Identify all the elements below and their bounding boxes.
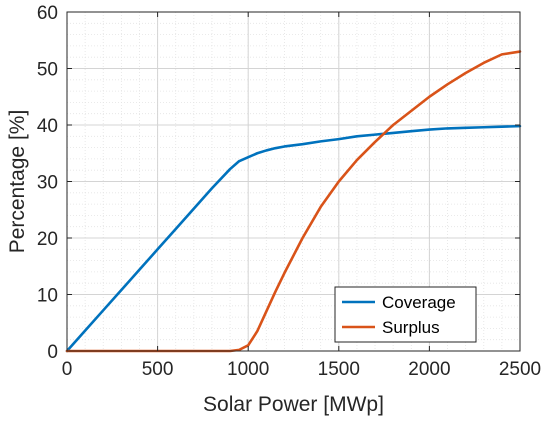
legend-label-coverage: Coverage <box>382 293 456 312</box>
x-tick-label: 2000 <box>408 359 450 380</box>
y-tick-label: 0 <box>47 342 58 363</box>
series-line-coverage <box>65 124 522 353</box>
y-axis-label: Percentage [%] <box>6 110 29 254</box>
ticks-layer <box>66 11 521 352</box>
y-tick-label: 40 <box>37 116 58 137</box>
tick-labels: 0 500 1000 1500 2000 2500 0 10 20 30 40 50 60 <box>37 3 541 380</box>
x-tick-label: 1000 <box>227 359 269 380</box>
y-tick-label: 50 <box>37 60 58 81</box>
x-tick-label: 500 <box>142 359 174 380</box>
legend-items: Coverage Surplus <box>342 293 456 337</box>
x-axis-label: Solar Power [MWp] <box>203 393 384 416</box>
x-tick-label: 2500 <box>499 359 541 380</box>
y-tick-label: 60 <box>37 3 58 24</box>
legend-box <box>334 286 477 343</box>
x-tick-label: 1500 <box>318 359 360 380</box>
y-tick-label: 20 <box>37 229 58 250</box>
legend-label-surplus: Surplus <box>382 318 440 337</box>
y-tick-label: 10 <box>37 286 58 307</box>
x-tick-label: 0 <box>62 359 73 380</box>
y-tick-label: 30 <box>37 173 58 194</box>
legend: Coverage Surplus <box>334 286 477 343</box>
